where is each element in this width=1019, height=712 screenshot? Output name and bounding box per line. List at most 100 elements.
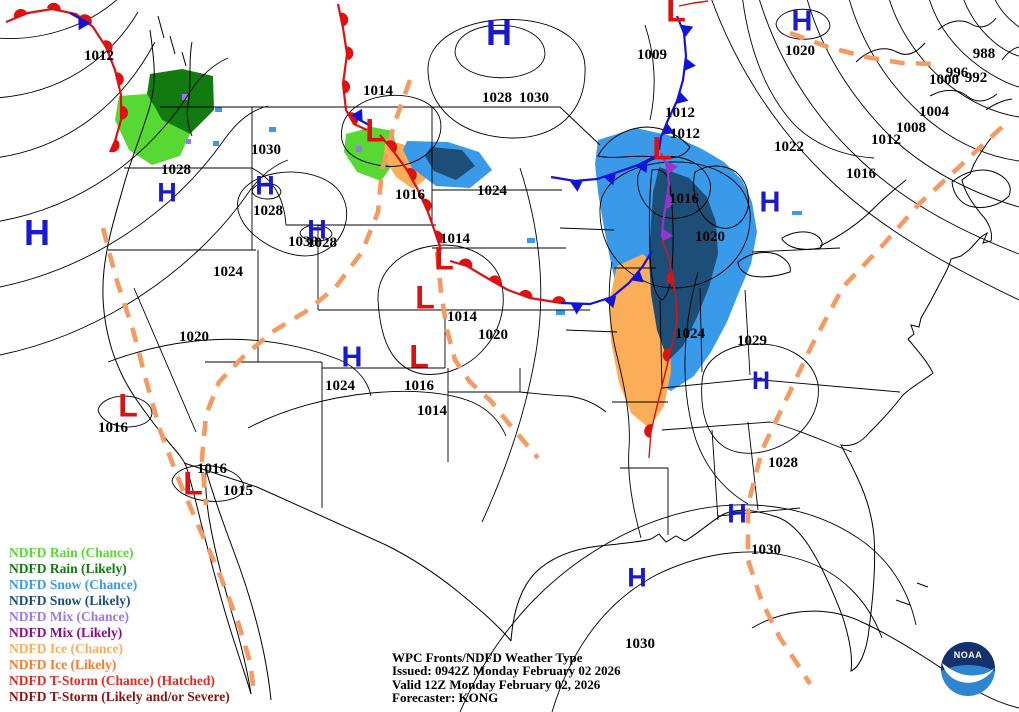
isobar-label: 1012 xyxy=(665,105,695,121)
front-triangle-symbol xyxy=(603,295,617,309)
isobar-label: 1030 xyxy=(519,90,549,106)
front-triangle-symbol xyxy=(684,58,696,71)
isobar-label: 1020 xyxy=(478,327,508,343)
high-pressure-center: H xyxy=(157,178,177,208)
isobar-label: 1016 xyxy=(395,187,426,203)
front-triangle-symbol xyxy=(676,91,689,104)
legend-item: NDFD Mix (Likely) xyxy=(9,625,123,640)
precip-speck-snow-chance xyxy=(596,157,604,162)
isobar-label: 1022 xyxy=(774,139,804,155)
low-pressure-center: L xyxy=(118,388,138,424)
precip-speck-snow-chance xyxy=(215,107,222,112)
puget-sound-and-islands xyxy=(157,15,193,137)
trough-line xyxy=(100,227,257,693)
front-semicircle-symbol xyxy=(47,2,61,11)
isobar-label: 1024 xyxy=(675,326,706,342)
isobar-label: 992 xyxy=(965,70,988,86)
high-pressure-center: H xyxy=(342,341,363,373)
map-title-block: WPC Fronts/NDFD Weather Type Issued: 094… xyxy=(392,651,621,705)
precip-speck-snow-chance xyxy=(269,127,276,132)
precip-area-rain-chance xyxy=(115,94,190,165)
isobar-label: 1016 xyxy=(197,461,228,477)
precip-speck-rain-chance xyxy=(139,151,145,156)
precip-area-snow-likely xyxy=(425,147,475,180)
valid-line: Valid 12Z Monday February 02, 2026 xyxy=(392,676,601,692)
isobar-label: 1008 xyxy=(896,120,926,136)
isobar-label: 1014 xyxy=(447,309,478,325)
front-semicircle-symbol xyxy=(458,258,473,268)
front-semicircle-symbol xyxy=(666,271,674,286)
front-triangle-symbol xyxy=(635,160,648,173)
maritime-canada-coastline xyxy=(855,17,1019,209)
high-pressure-center: H xyxy=(486,12,512,53)
isobar-label: 1009 xyxy=(637,47,667,63)
isobar-label: 1024 xyxy=(325,378,356,394)
front-semicircle-symbol xyxy=(121,105,128,120)
front-semicircle-symbol xyxy=(13,8,28,19)
isobar-label: 1030 xyxy=(625,636,655,652)
gulf-atlantic-coastline xyxy=(510,137,992,672)
front-semicircle-symbol xyxy=(644,424,653,438)
front-warm-thin xyxy=(678,0,709,7)
noaa-logo: NOAA xyxy=(941,642,995,696)
trough-line xyxy=(745,125,1004,686)
precipitation-shading-layer xyxy=(115,69,802,428)
front-warm xyxy=(5,7,123,153)
state-borders xyxy=(108,107,901,539)
isobar-label: 1028 xyxy=(768,455,798,471)
isobar-label: 996 xyxy=(946,65,969,81)
high-pressure-center: H xyxy=(627,563,647,593)
isobar-label: 1015 xyxy=(223,483,253,499)
front-semicircle-symbol xyxy=(406,168,417,182)
isobar-label: 1004 xyxy=(919,104,950,120)
legend-item: NDFD Mix (Chance) xyxy=(9,609,129,624)
isobar-label: 1016 xyxy=(846,166,877,182)
low-pressure-center: L xyxy=(183,466,203,502)
isobar-label: 1028 xyxy=(482,90,512,106)
front-occluded xyxy=(660,152,671,239)
isobar-label: 1012 xyxy=(670,126,700,142)
isobar-label: 1024 xyxy=(213,264,244,280)
isobar-label: 1012 xyxy=(84,48,114,64)
ndfd-legend: NDFD Rain (Chance) NDFD Rain (Likely) NDFD… xyxy=(9,545,230,705)
low-pressure-center: L xyxy=(415,280,435,316)
forecaster-line: Forecaster: KONG xyxy=(392,690,499,706)
isobar-label: 1028 xyxy=(253,203,283,219)
legend-item: NDFD Ice (Chance) xyxy=(9,641,123,656)
high-pressure-center: H xyxy=(760,186,781,218)
front-semicircle-symbol xyxy=(115,72,124,86)
isobar-label: 988 xyxy=(973,46,996,62)
isobar-label: 1028 xyxy=(307,235,337,251)
canada-border-and-st-lawrence xyxy=(160,106,907,247)
low-pressure-center: L xyxy=(365,113,385,149)
front-semicircle-symbol xyxy=(342,79,351,94)
front-semicircle-symbol xyxy=(662,348,672,363)
front-semicircle-symbol xyxy=(488,275,502,286)
legend-item: NDFD T-Storm (Likely and/or Severe) xyxy=(9,689,230,704)
high-pressure-center: H xyxy=(307,215,327,245)
isobar-label: 1012 xyxy=(871,132,901,148)
front-cold xyxy=(355,117,372,127)
front-triangle-symbol xyxy=(666,161,679,175)
cuba-and-bahamas-coastline xyxy=(751,582,1019,709)
high-pressure-center: H xyxy=(727,499,747,529)
legend-item: NDFD Ice (Likely) xyxy=(9,657,117,672)
isobar-label: 1020 xyxy=(179,329,209,345)
pressure-labels-layer: 1012 1028 1030 1028 1030 1028 1024 1020 1024 1016… xyxy=(84,43,995,652)
front-cold xyxy=(560,250,653,306)
precip-speck-snow-chance xyxy=(527,238,535,243)
isobar-label: 1024 xyxy=(477,183,508,199)
low-pressure-center: L xyxy=(652,131,672,167)
front-warm-thin xyxy=(648,239,678,459)
precip-speck-snow-chance xyxy=(213,141,219,146)
noaa-gull-icon xyxy=(942,663,995,683)
front-semicircle-symbol xyxy=(385,140,398,153)
precip-speck-snow-chance xyxy=(556,310,565,315)
front-semicircle-symbol xyxy=(434,230,444,244)
isobar-label: 1029 xyxy=(737,333,767,349)
high-pressure-center: H xyxy=(255,171,275,201)
precip-speck-mix-chance xyxy=(186,139,191,144)
